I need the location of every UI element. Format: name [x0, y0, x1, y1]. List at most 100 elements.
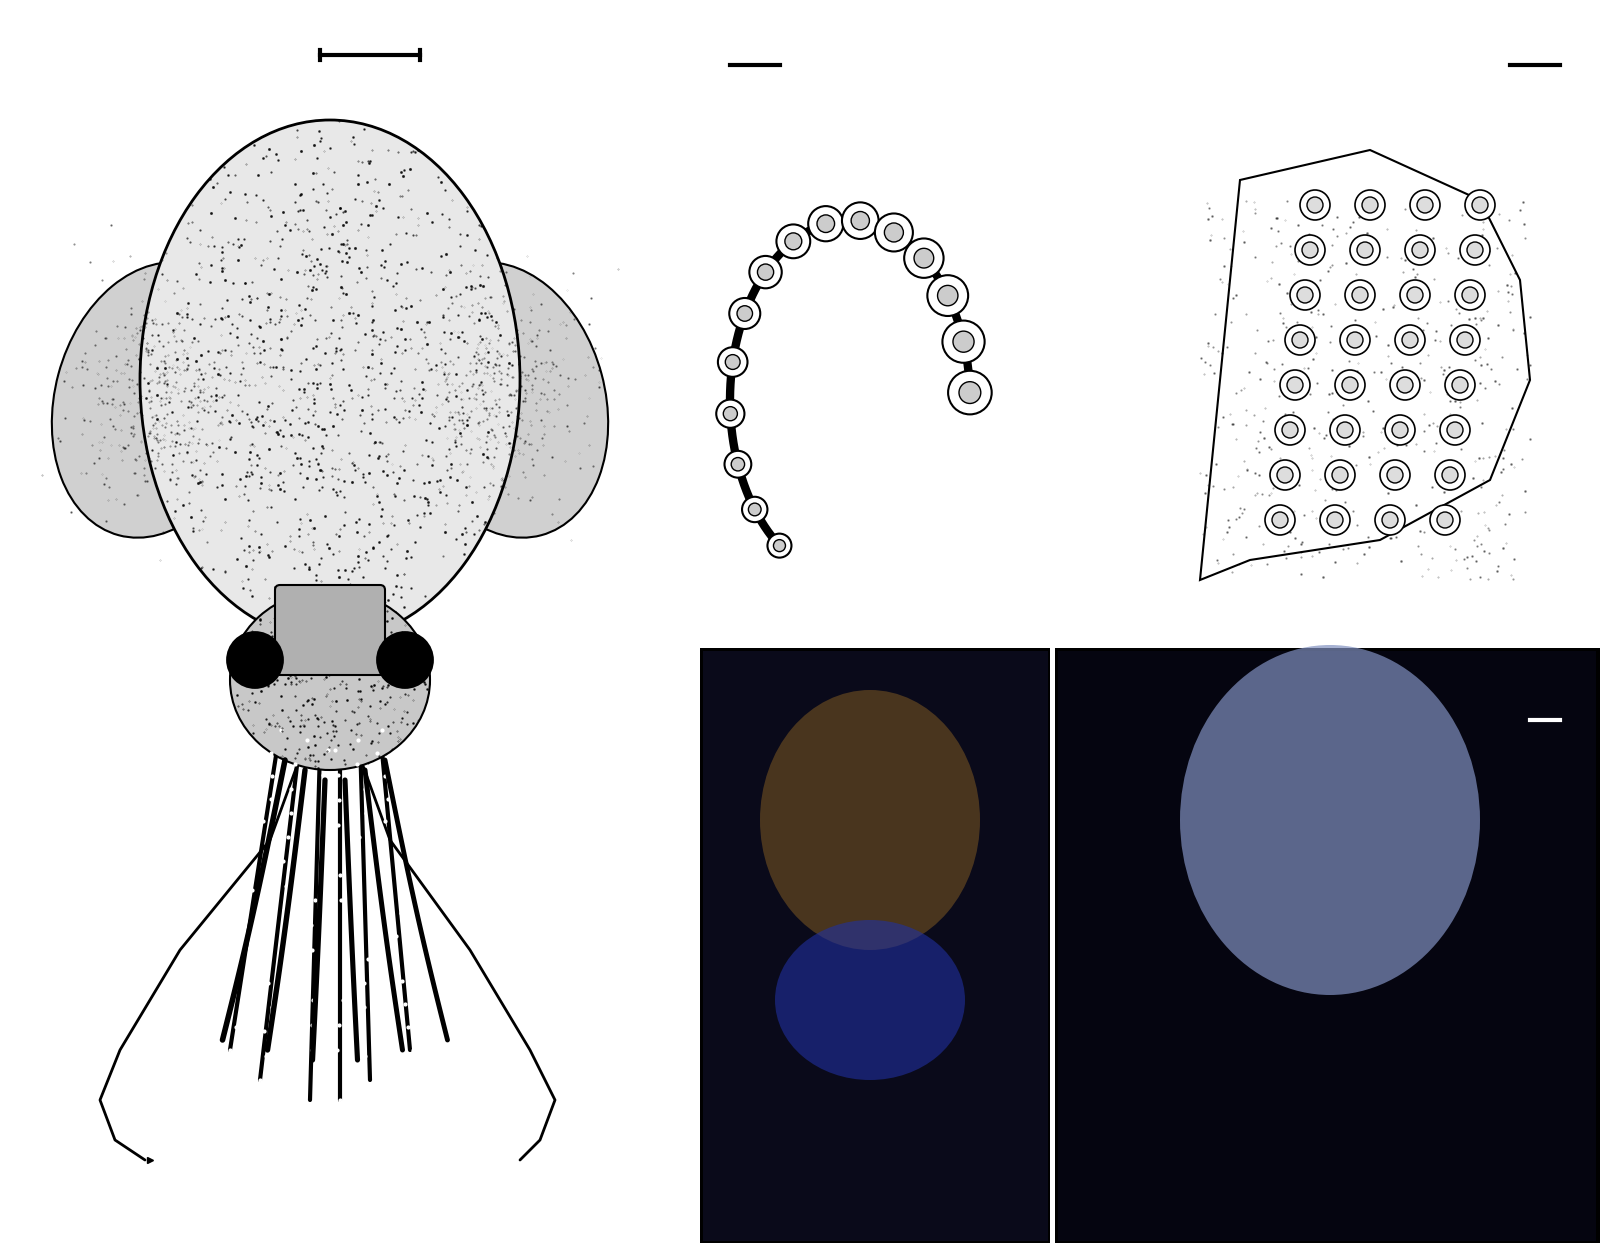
Circle shape [1442, 467, 1458, 484]
Circle shape [1338, 423, 1354, 438]
Circle shape [1413, 242, 1429, 259]
Circle shape [1410, 190, 1440, 220]
Circle shape [875, 214, 914, 251]
Circle shape [1280, 370, 1310, 400]
Circle shape [786, 232, 802, 250]
Circle shape [1386, 415, 1414, 445]
Circle shape [1379, 460, 1410, 490]
Circle shape [1326, 512, 1342, 528]
Circle shape [1454, 280, 1485, 310]
Bar [0, 0, 701, 1243]
Circle shape [1458, 332, 1474, 348]
Circle shape [1299, 190, 1330, 220]
Circle shape [1341, 324, 1370, 355]
Circle shape [1435, 460, 1466, 490]
Circle shape [1355, 190, 1386, 220]
Circle shape [1347, 332, 1363, 348]
Circle shape [1362, 196, 1378, 213]
Circle shape [851, 211, 869, 230]
Circle shape [954, 331, 974, 352]
Bar [1058, 651, 1597, 1241]
Circle shape [1406, 287, 1422, 303]
Circle shape [942, 321, 984, 363]
Circle shape [1346, 280, 1374, 310]
Circle shape [1459, 235, 1490, 265]
Circle shape [949, 370, 992, 414]
Bar [1054, 648, 1600, 1243]
Circle shape [1440, 415, 1470, 445]
Ellipse shape [141, 121, 520, 640]
Circle shape [1331, 467, 1347, 484]
Bar [1101, 0, 1600, 648]
Circle shape [723, 406, 738, 420]
Circle shape [1446, 423, 1462, 438]
Circle shape [717, 399, 744, 428]
Circle shape [776, 225, 810, 259]
Circle shape [1270, 460, 1299, 490]
Circle shape [1453, 377, 1469, 393]
Circle shape [1334, 370, 1365, 400]
Circle shape [1285, 324, 1315, 355]
Circle shape [768, 533, 792, 558]
Circle shape [1330, 415, 1360, 445]
Circle shape [1275, 415, 1306, 445]
Circle shape [928, 275, 968, 316]
Circle shape [1387, 467, 1403, 484]
Circle shape [749, 256, 782, 288]
Circle shape [885, 222, 904, 242]
Circle shape [1395, 324, 1426, 355]
Bar [701, 0, 1101, 648]
Circle shape [1462, 287, 1478, 303]
Circle shape [1294, 235, 1325, 265]
Circle shape [1430, 505, 1459, 534]
Circle shape [1352, 287, 1368, 303]
Circle shape [958, 382, 981, 404]
Circle shape [1402, 332, 1418, 348]
FancyBboxPatch shape [275, 585, 386, 675]
Circle shape [742, 497, 768, 522]
Circle shape [1325, 460, 1355, 490]
Circle shape [1342, 377, 1358, 393]
Ellipse shape [378, 633, 432, 687]
Circle shape [1382, 512, 1398, 528]
Circle shape [1418, 196, 1434, 213]
Circle shape [1467, 242, 1483, 259]
Circle shape [904, 239, 944, 278]
Circle shape [914, 249, 934, 268]
Ellipse shape [230, 590, 430, 769]
Polygon shape [1200, 150, 1530, 580]
Circle shape [1445, 370, 1475, 400]
Circle shape [1472, 196, 1488, 213]
Ellipse shape [51, 262, 258, 538]
Circle shape [1266, 505, 1294, 534]
Bar [701, 648, 1050, 1243]
Circle shape [1277, 467, 1293, 484]
Bar [702, 651, 1048, 1241]
Circle shape [1400, 280, 1430, 310]
Circle shape [1307, 196, 1323, 213]
Ellipse shape [1181, 645, 1480, 994]
Ellipse shape [774, 920, 965, 1080]
Circle shape [725, 451, 752, 477]
Circle shape [1357, 242, 1373, 259]
Circle shape [1272, 512, 1288, 528]
Circle shape [738, 306, 752, 321]
Circle shape [1286, 377, 1302, 393]
Circle shape [1298, 287, 1314, 303]
Circle shape [1397, 377, 1413, 393]
Circle shape [938, 286, 958, 306]
Circle shape [1293, 332, 1309, 348]
Circle shape [749, 503, 762, 516]
Circle shape [731, 457, 744, 471]
Ellipse shape [227, 633, 283, 687]
Circle shape [1466, 190, 1494, 220]
Circle shape [818, 215, 835, 232]
Circle shape [718, 347, 747, 377]
Ellipse shape [760, 690, 979, 950]
Circle shape [757, 264, 774, 280]
Circle shape [1374, 505, 1405, 534]
Circle shape [1450, 324, 1480, 355]
Circle shape [1392, 423, 1408, 438]
Circle shape [1282, 423, 1298, 438]
Circle shape [1302, 242, 1318, 259]
